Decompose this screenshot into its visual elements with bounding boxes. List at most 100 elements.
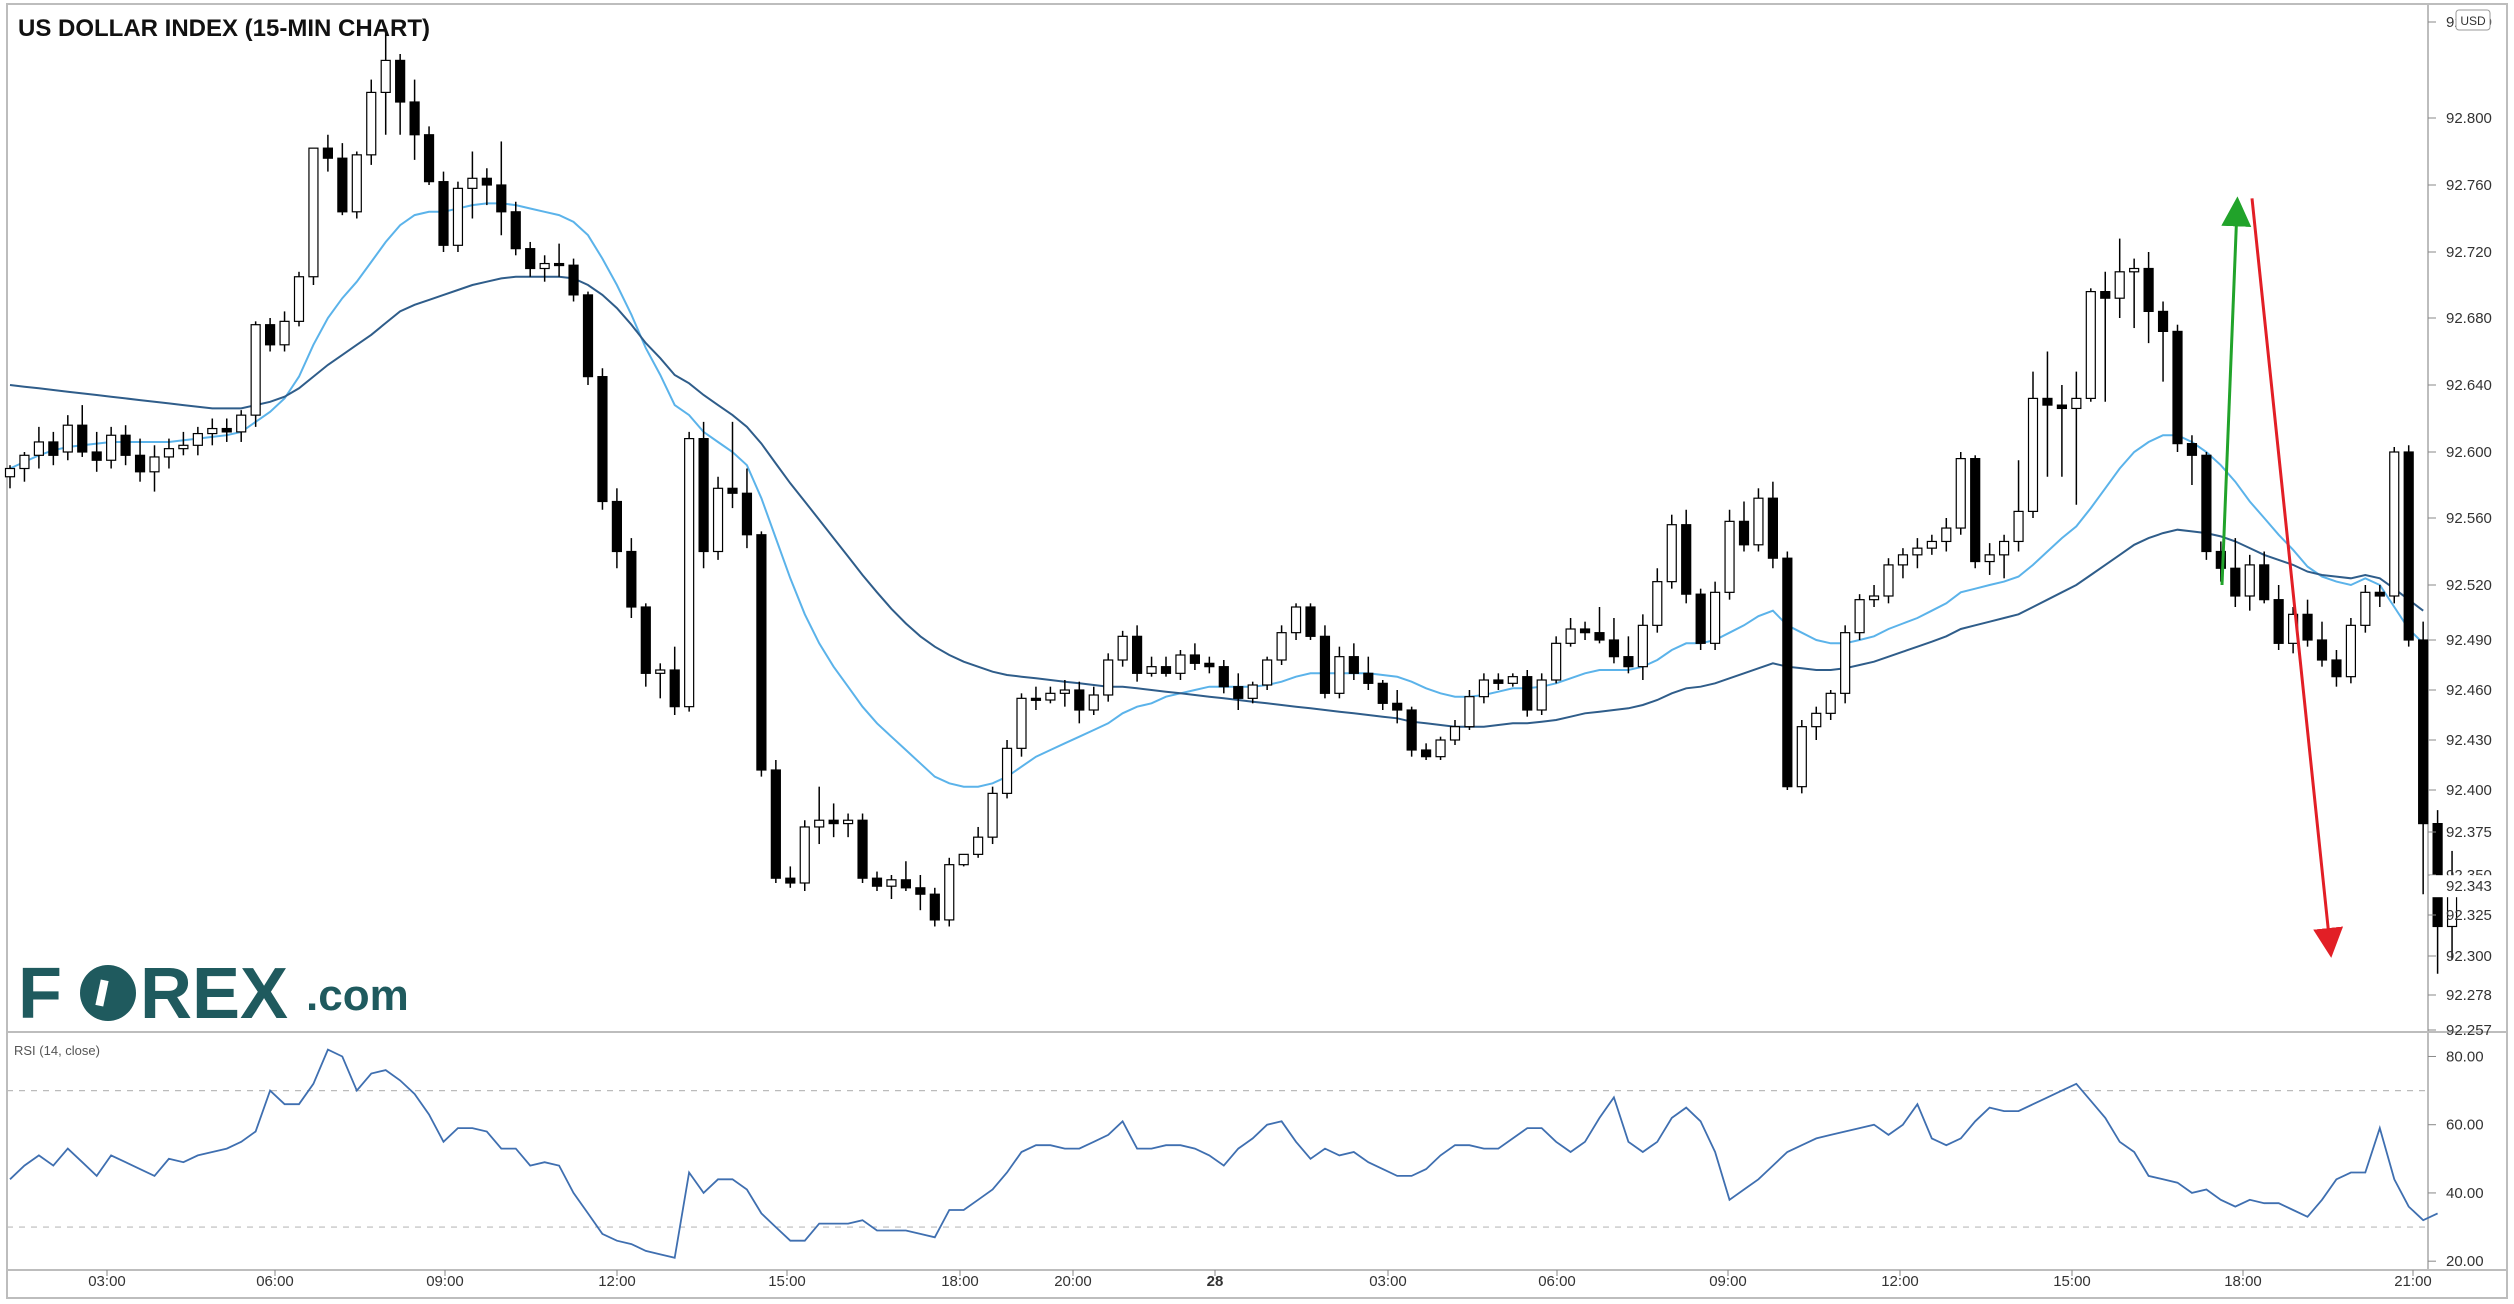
candle xyxy=(395,54,406,135)
candle-body-bear xyxy=(1594,632,1605,641)
candle xyxy=(1507,673,1518,687)
price-tick-label: 92.800 xyxy=(2446,110,2492,127)
candle-body-bull xyxy=(1984,554,1995,563)
arrow-down-red xyxy=(2250,198,2344,958)
candle-body-bear xyxy=(2056,404,2067,410)
candle xyxy=(178,431,189,456)
candle-body-bear xyxy=(134,454,146,473)
candle-body-bear xyxy=(669,669,680,708)
candle xyxy=(1377,680,1388,710)
candle-body-bear xyxy=(582,294,594,378)
candle-body-bear xyxy=(2100,291,2111,299)
candle xyxy=(1565,618,1576,647)
candle-body-bear xyxy=(2215,550,2226,569)
time-axis-ticks: 03:00 06:00 09:00 12:00 15:00 18:00 20:00 28 03:… xyxy=(88,1270,2432,1290)
time-tick-label: 18:00 xyxy=(941,1273,979,1290)
candle-body-bear xyxy=(2302,613,2313,641)
candle xyxy=(2331,650,2342,687)
candle-body-bull xyxy=(842,819,854,825)
candle-body-bull xyxy=(1926,540,1937,549)
candle xyxy=(1522,670,1533,717)
rsi-reference-lines xyxy=(7,1089,2428,1228)
candle xyxy=(1478,673,1490,704)
candle-body-bull xyxy=(149,456,160,473)
candle-body-bull xyxy=(279,320,290,346)
candle xyxy=(4,465,16,489)
candle-body-bull xyxy=(987,792,998,838)
candle-body-bull xyxy=(308,147,319,278)
candle-body-bear xyxy=(409,101,420,136)
candle-body-bear xyxy=(1319,635,1331,694)
candle xyxy=(799,820,810,891)
candle xyxy=(944,857,955,927)
candle xyxy=(568,258,579,302)
candle-body-bear xyxy=(221,427,232,433)
candle-body-bear xyxy=(698,438,709,553)
price-tick-label: 92.560 xyxy=(2446,510,2492,527)
candle-body-bull xyxy=(1825,692,1836,714)
candle xyxy=(2273,585,2284,650)
arrow-up-green xyxy=(2220,196,2252,586)
candle-body-bull xyxy=(1709,591,1721,644)
candle xyxy=(1955,452,1966,535)
candle-body-bear xyxy=(2418,639,2429,825)
candle xyxy=(1709,581,1721,650)
candle-body-bull xyxy=(1955,458,1966,529)
candle-body-bull xyxy=(236,414,247,433)
candle xyxy=(1406,706,1417,757)
candle xyxy=(1825,690,1836,720)
candle-body-bear xyxy=(496,184,507,213)
candle-body-bear xyxy=(1695,593,1706,644)
candle xyxy=(785,866,796,888)
candle-body-bull xyxy=(1854,599,1865,634)
candle xyxy=(48,431,59,466)
candle xyxy=(1998,534,2010,579)
time-tick-label: 15:00 xyxy=(2053,1273,2091,1290)
candle-body-bear xyxy=(900,879,912,889)
rsi-axis-ticks: 80.00 60.00 40.00 20.00 xyxy=(2428,1048,2484,1270)
candle xyxy=(987,786,998,845)
price-tick-label: 92.375 xyxy=(2446,824,2492,841)
candle xyxy=(1464,690,1475,730)
candle xyxy=(207,418,218,446)
candle-body-bear xyxy=(2042,397,2053,406)
candle-body-bull xyxy=(1637,624,1648,668)
price-tick-label: 92.600 xyxy=(2446,444,2492,461)
candle xyxy=(1305,603,1316,640)
candle-body-bear xyxy=(1623,656,1634,668)
time-tick-label: 06:00 xyxy=(1538,1273,1576,1290)
price-tick-label: 92.460 xyxy=(2446,682,2492,699)
candle-body-bull xyxy=(973,836,984,855)
candle-body-bear xyxy=(1420,749,1432,758)
candle-body-bear xyxy=(1131,635,1143,674)
candle-body-bull xyxy=(1868,595,1880,601)
candle xyxy=(958,853,969,867)
currency-badge xyxy=(2455,9,2491,31)
candle-body-bear xyxy=(1074,689,1085,711)
candle-body-bear xyxy=(871,877,883,887)
candle xyxy=(1204,656,1215,674)
candle-body-bear xyxy=(1406,709,1417,751)
candle xyxy=(1738,501,1750,552)
candle-body-bear xyxy=(2403,451,2414,641)
price-tick-label: 92.430 xyxy=(2446,732,2492,749)
candle-body-bear xyxy=(640,606,651,674)
candle xyxy=(2085,288,2096,402)
candle-body-bear xyxy=(2273,599,2284,644)
candle-body-bear xyxy=(510,211,521,250)
rsi-tick-label: 80.00 xyxy=(2446,1048,2484,1065)
candle-body-bear xyxy=(1030,697,1042,701)
candle-body-bull xyxy=(62,424,73,453)
candle xyxy=(1449,720,1461,745)
candle xyxy=(2157,301,2169,382)
candle xyxy=(2389,446,2400,604)
candle-body-bull xyxy=(33,441,45,456)
candle-body-bear xyxy=(611,500,623,553)
candle xyxy=(366,79,377,165)
candle-body-bear xyxy=(741,492,753,536)
moving-average-slow xyxy=(9,275,2424,728)
candle xyxy=(1001,740,1013,799)
candle xyxy=(1883,558,1894,604)
candle-body-bear xyxy=(2172,330,2183,445)
candle xyxy=(510,201,521,256)
